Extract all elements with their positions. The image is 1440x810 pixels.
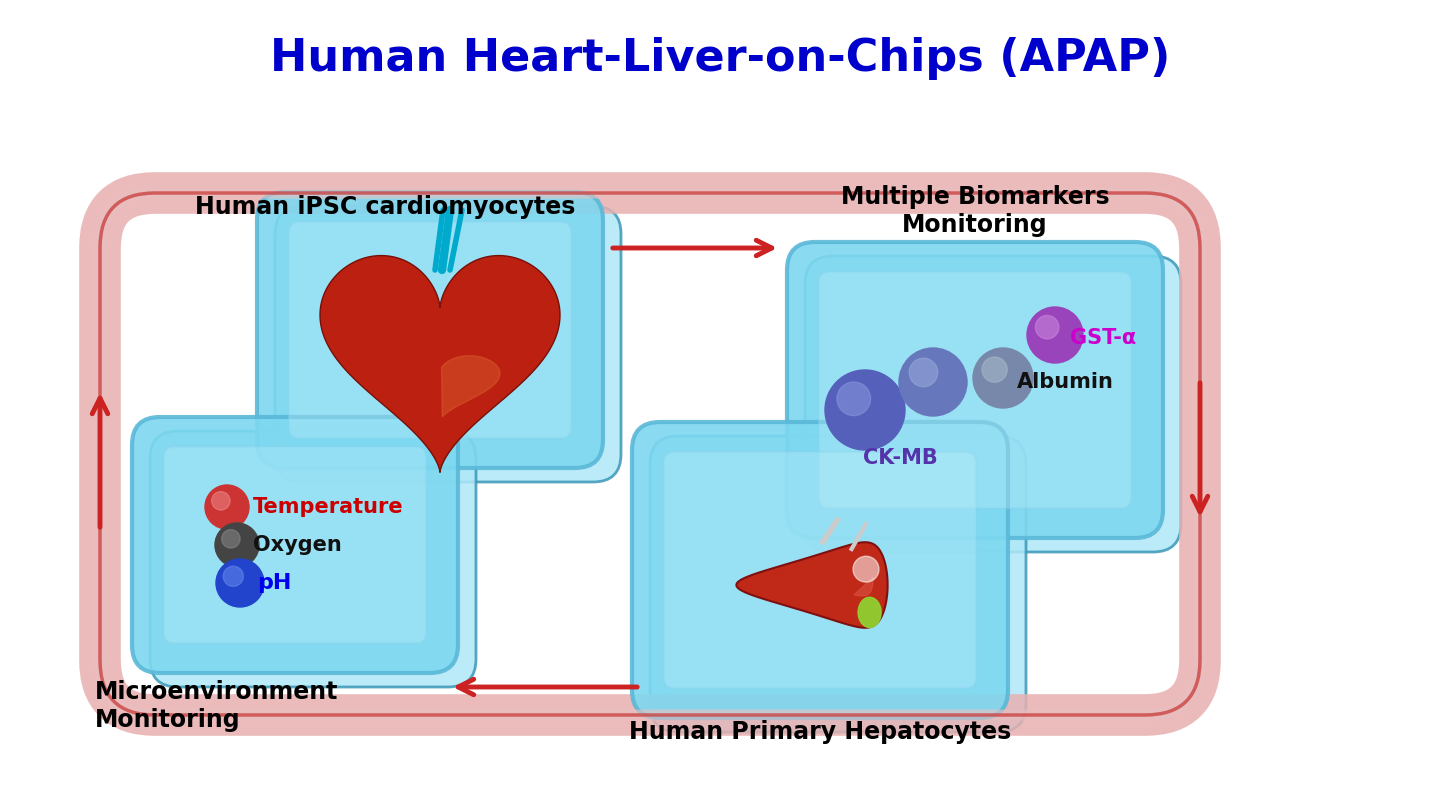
Circle shape: [223, 566, 243, 586]
FancyBboxPatch shape: [649, 436, 1025, 732]
Text: Multiple Biomarkers
Monitoring: Multiple Biomarkers Monitoring: [841, 185, 1109, 237]
Circle shape: [837, 382, 871, 416]
Polygon shape: [320, 256, 560, 472]
Polygon shape: [442, 356, 500, 417]
Circle shape: [899, 348, 968, 416]
Text: Human Heart-Liver-on-Chips (APAP): Human Heart-Liver-on-Chips (APAP): [269, 36, 1171, 79]
Text: Human iPSC cardiomyocytes: Human iPSC cardiomyocytes: [194, 195, 576, 219]
FancyBboxPatch shape: [275, 206, 621, 482]
Text: Microenvironment
Monitoring: Microenvironment Monitoring: [95, 680, 338, 731]
Text: Human Primary Hepatocytes: Human Primary Hepatocytes: [629, 720, 1011, 744]
Circle shape: [982, 357, 1007, 382]
FancyBboxPatch shape: [256, 192, 603, 468]
Circle shape: [216, 559, 264, 607]
Text: pH: pH: [256, 573, 291, 593]
Text: GST-α: GST-α: [1070, 328, 1136, 348]
Text: Temperature: Temperature: [253, 497, 403, 517]
Text: Albumin: Albumin: [1017, 372, 1115, 392]
Circle shape: [909, 358, 937, 386]
Circle shape: [222, 530, 240, 548]
FancyBboxPatch shape: [164, 447, 426, 643]
Circle shape: [212, 492, 230, 510]
Polygon shape: [854, 577, 873, 596]
Circle shape: [825, 370, 904, 450]
Text: CK-MB: CK-MB: [863, 448, 937, 468]
FancyBboxPatch shape: [289, 222, 572, 438]
FancyBboxPatch shape: [132, 417, 458, 673]
Circle shape: [1027, 307, 1083, 363]
Circle shape: [215, 523, 259, 567]
Circle shape: [852, 556, 878, 582]
FancyBboxPatch shape: [150, 431, 477, 687]
Polygon shape: [736, 542, 887, 628]
FancyBboxPatch shape: [632, 422, 1008, 718]
FancyBboxPatch shape: [805, 256, 1181, 552]
Text: Oxygen: Oxygen: [253, 535, 341, 555]
FancyBboxPatch shape: [788, 242, 1164, 538]
Circle shape: [973, 348, 1032, 408]
FancyBboxPatch shape: [819, 272, 1130, 508]
Circle shape: [204, 485, 249, 529]
Ellipse shape: [858, 597, 881, 628]
FancyBboxPatch shape: [664, 452, 976, 688]
Circle shape: [1035, 315, 1058, 339]
